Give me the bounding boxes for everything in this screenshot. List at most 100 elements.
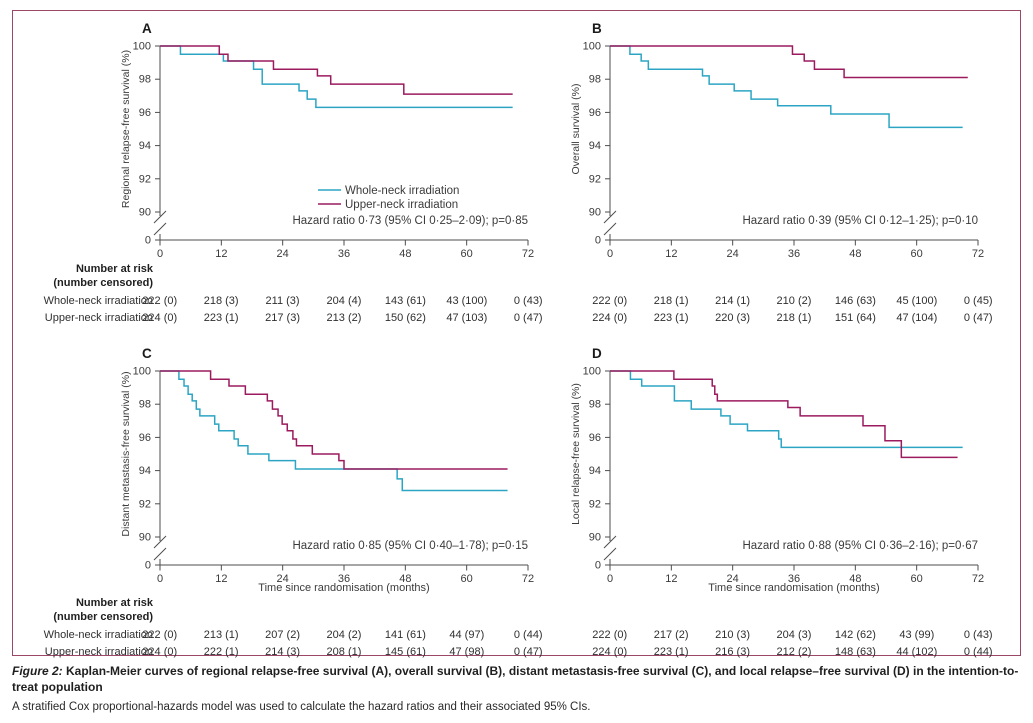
risk-row-label-upper-neck: Upper-neck irradiation <box>44 646 153 658</box>
x-tick-label: 0 <box>607 248 613 260</box>
risk-cell: 208 (1) <box>326 646 362 658</box>
risk-cell: 222 (0) <box>592 295 628 307</box>
figure-2-panel-box: A Regional relapse-free survival (%) 100 98… <box>12 10 1021 658</box>
x-tick-label: 48 <box>399 248 411 260</box>
risk-values-panel-a-whole-neck: 222 (0) 218 (3) 211 (3) 204 (4) 143 (61) 43 (… <box>129 295 559 307</box>
axis-break-mark <box>153 535 167 549</box>
panel-letter: B <box>592 21 602 36</box>
x-tick-label: 24 <box>277 573 289 585</box>
figure-footnote: A stratified Cox proportional-hazards mo… <box>12 701 591 713</box>
risk-cell: 213 (2) <box>326 312 362 324</box>
x-tick-label: 72 <box>522 248 534 260</box>
axis-break-mark <box>153 222 167 236</box>
x-tick-label: 60 <box>461 573 473 585</box>
panel-d-local-relapse-free-survival-chart: D Local relapse-free survival (%)100 98 96 9… <box>570 346 984 594</box>
x-axis-label: Time since randomisation (months) <box>258 582 429 594</box>
y-axis-label: Overall survival (%) <box>570 83 582 174</box>
y-tick-label: 98 <box>139 74 151 86</box>
risk-cell: 211 (3) <box>265 295 300 307</box>
risk-cell: 212 (2) <box>776 646 812 658</box>
panel-letter: A <box>142 21 152 36</box>
risk-cell: 218 (1) <box>653 295 689 307</box>
risk-cell: 223 (1) <box>653 646 689 658</box>
y-tick-label: 96 <box>589 432 601 444</box>
legend-label: Upper-neck irradiation <box>345 199 458 211</box>
y-tick-label: 94 <box>139 140 151 152</box>
risk-cell: 218 (3) <box>203 295 239 307</box>
risk-values-panel-c-upper-neck: 224 (0) 222 (1) 214 (3) 208 (1) 145 (61) 47 (… <box>129 646 559 658</box>
risk-cell: 204 (2) <box>326 629 362 641</box>
x-tick-label: 72 <box>972 573 984 585</box>
risk-cell: 222 (0) <box>592 629 628 641</box>
x-tick-label: 24 <box>727 248 739 260</box>
risk-cell: 213 (1) <box>203 629 239 641</box>
panel-b-overall-survival-chart: B Overall survival (%) 100 98 96 94 92 90 00 12 24… <box>570 21 984 260</box>
x-tick-label: 12 <box>215 248 227 260</box>
risk-cell: 224 (0) <box>142 312 178 324</box>
x-tick-label: 48 <box>849 573 861 585</box>
panel-letter: C <box>142 346 152 361</box>
km-curve-whole_neck <box>160 45 513 109</box>
x-tick-label: 36 <box>788 573 800 585</box>
x-tick-label: 12 <box>665 573 677 585</box>
panel-letter: D <box>592 346 602 361</box>
y-tick-label: 92 <box>589 173 601 185</box>
panel-a-regional-relapse-free-survival-chart: A Regional relapse-free survival (%)100 98… <box>120 21 534 260</box>
km-curve-whole_neck <box>610 370 963 449</box>
y-tick-label: 0 <box>595 235 601 247</box>
risk-cell: 218 (1) <box>776 312 812 324</box>
axis-break-mark <box>153 547 167 561</box>
axis-break-mark <box>603 222 617 236</box>
y-tick-label: 96 <box>139 432 151 444</box>
y-tick-label: 100 <box>583 366 601 378</box>
y-axis-label: Regional relapse-free survival (%) <box>120 50 132 208</box>
number-at-risk-header-row1: Number at risk <box>75 263 153 275</box>
risk-values-panel-b-whole-neck: 222 (0) 218 (1) 214 (1) 210 (2) 146 (63) 45 (… <box>579 295 1009 307</box>
y-tick-label: 90 <box>139 207 151 219</box>
x-tick-label: 24 <box>277 248 289 260</box>
x-tick-label: 72 <box>972 248 984 260</box>
x-tick-label: 48 <box>399 573 411 585</box>
km-curve-upper_neck <box>160 370 508 470</box>
x-tick-label: 0 <box>607 573 613 585</box>
risk-row-label-whole-neck: Whole-neck irradiation <box>43 295 153 307</box>
km-curve-upper_neck <box>160 45 513 95</box>
x-tick-label: 48 <box>849 248 861 260</box>
number-censored-header-row1: (number censored) <box>53 277 153 289</box>
risk-cell: 141 (61) <box>384 629 426 641</box>
risk-row-whole-neck-ab: Whole-neck irradiation 222 (0) 218 (3) 211… <box>13 295 1020 310</box>
figure-title: Kaplan-Meier curves of regional relapse-… <box>12 664 1019 694</box>
x-tick-label: 12 <box>215 573 227 585</box>
risk-cell: 214 (3) <box>265 646 300 658</box>
y-tick-label: 0 <box>145 560 151 572</box>
axis-break-mark <box>603 210 617 224</box>
x-tick-label: 24 <box>727 573 739 585</box>
y-tick-label: 92 <box>139 498 151 510</box>
risk-cell: 222 (1) <box>203 646 239 658</box>
y-tick-label: 94 <box>589 140 601 152</box>
risk-cell: 0 (44) <box>513 629 543 641</box>
x-tick-label: 36 <box>338 248 350 260</box>
risk-values-panel-b-upper-neck: 224 (0) 223 (1) 220 (3) 218 (1) 151 (64) 47 (… <box>579 312 1009 324</box>
risk-cell: 210 (2) <box>776 295 812 307</box>
figure-number-label: Figure 2: <box>12 664 63 678</box>
x-tick-label: 0 <box>157 248 163 260</box>
risk-cell: 217 (2) <box>653 629 689 641</box>
km-curve-upper_neck <box>610 45 968 79</box>
risk-cell: 47 (98) <box>449 646 485 658</box>
risk-cell: 204 (4) <box>326 295 362 307</box>
x-tick-label: 12 <box>665 248 677 260</box>
y-tick-label: 98 <box>589 399 601 411</box>
x-tick-label: 60 <box>911 573 923 585</box>
risk-cell: 222 (0) <box>142 295 178 307</box>
y-tick-label: 0 <box>145 235 151 247</box>
y-tick-label: 94 <box>139 465 151 477</box>
risk-cell: 0 (44) <box>963 646 993 658</box>
x-tick-label: 60 <box>461 248 473 260</box>
hazard-ratio-annotation: Hazard ratio 0·88 (95% CI 0·36–2·16); p=… <box>742 540 978 552</box>
risk-cell: 143 (61) <box>384 295 426 307</box>
axis-break-mark <box>603 535 617 549</box>
hazard-ratio-annotation: Hazard ratio 0·73 (95% CI 0·25–2·09); p=… <box>292 215 528 227</box>
risk-cell: 207 (2) <box>265 629 300 641</box>
y-tick-label: 0 <box>595 560 601 572</box>
